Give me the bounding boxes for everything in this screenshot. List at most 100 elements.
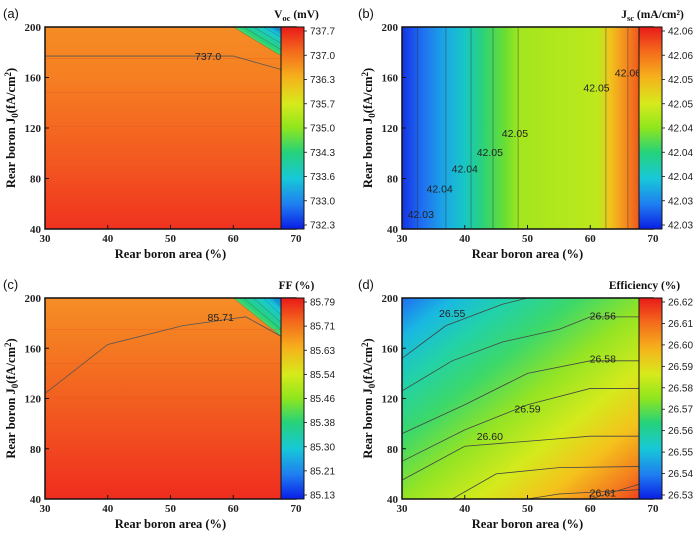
x-tick-label: 40	[102, 233, 114, 245]
colorbar	[280, 297, 305, 500]
colorbar-tick-label: 85.13	[310, 491, 335, 502]
contour-label: 42.05	[502, 128, 528, 140]
contour-label: 26.60	[477, 431, 503, 443]
colorbar-title: Voc (mV)	[274, 9, 319, 23]
colorbar-tick-label: 26.58	[668, 383, 693, 394]
contour-line	[401, 316, 653, 392]
contour-line	[527, 488, 654, 500]
y-tick-label: 40	[30, 224, 42, 236]
y-tick-label: 80	[387, 444, 399, 456]
contour-label: 26.58	[590, 353, 616, 365]
chart-panel-2: 42.03 42.04 42.04 42.05 42.05 42.05 42.06 30 40 5…	[358, 6, 693, 261]
colorbar-tick-label: 735.7	[310, 99, 335, 110]
y-tick-label: 80	[30, 174, 42, 186]
x-tick-label: 50	[165, 233, 177, 245]
y-axis-label: Rear boron J0(fA/cm2)	[360, 68, 377, 188]
colorbar-tick-label: 26.60	[668, 340, 693, 351]
y-tick-label: 40	[387, 494, 399, 506]
y-tick-label: 200	[382, 293, 399, 305]
contour-line	[401, 297, 528, 359]
colorbar	[280, 26, 305, 230]
x-axis-label: Rear boron area (%)	[472, 517, 583, 531]
contour-label: 42.04	[452, 163, 478, 175]
colorbar-tick-label: 26.61	[668, 319, 693, 330]
contour-line-737	[45, 55, 297, 75]
contour-label: 26.56	[590, 311, 616, 323]
y-tick-label: 200	[25, 22, 42, 34]
heatmap-fill	[402, 298, 653, 499]
colorbar-tick-label: 42.05	[668, 99, 693, 110]
colorbar-tick-label: 26.55	[668, 448, 693, 459]
colorbar-title: FF (%)	[279, 280, 315, 292]
contour-label: 26.55	[439, 308, 465, 320]
contour-label: 85.71	[208, 312, 234, 324]
y-tick-label: 120	[382, 394, 399, 406]
contour-label: 42.04	[427, 184, 453, 196]
contour-line	[401, 435, 653, 481]
colorbar-tick-label: 42.06	[668, 51, 693, 62]
contour-line	[452, 465, 654, 500]
y-tick-label: 120	[25, 394, 42, 406]
colorbar-title: Efficiency (%)	[609, 280, 680, 292]
x-axis-label: Rear boron area (%)	[472, 247, 583, 261]
x-axis-label: Rear boron area (%)	[115, 247, 226, 261]
colorbar-tick-label: 85.79	[310, 298, 335, 309]
x-tick-label: 70	[291, 233, 303, 245]
colorbar-tick-label: 85.54	[310, 370, 335, 381]
contour-label: 42.06	[615, 67, 641, 79]
x-tick-label: 60	[585, 233, 597, 245]
colorbar-tick-label: 85.46	[310, 394, 335, 405]
heatmap-fill	[402, 27, 653, 229]
colorbar-tick-label: 42.05	[668, 75, 693, 86]
chart-panel-4: 26.55 26.56 26.58 26.59 26.60 26.61 30 40 50 60 70…	[358, 277, 693, 531]
heatmap-fill	[45, 27, 296, 229]
contour-line	[401, 360, 653, 435]
x-tick-label: 60	[585, 503, 597, 515]
colorbar-tick-label: 26.53	[668, 491, 693, 502]
colorbar	[638, 26, 663, 230]
colorbar-title: Jsc (mA/cm²)	[621, 9, 684, 23]
y-tick-label: 160	[25, 343, 42, 355]
colorbar-tick-label: 737.7	[310, 27, 335, 38]
x-tick-label: 50	[522, 503, 534, 515]
y-tick-label: 160	[382, 343, 399, 355]
x-tick-label: 30	[397, 233, 409, 245]
contour-label: 42.05	[477, 147, 503, 159]
y-tick-label: 80	[30, 444, 42, 456]
panel-label: (a)	[3, 6, 19, 21]
y-tick-label: 120	[25, 123, 42, 135]
contour-line-8571	[44, 316, 297, 394]
colorbar-tick-label: 26.62	[668, 298, 693, 309]
y-axis-label: Rear boron J0(fA/cm2)	[3, 68, 20, 188]
y-tick-label: 120	[382, 123, 399, 135]
panel-label: (d)	[358, 277, 374, 292]
colorbar-tick-label: 733.6	[310, 172, 335, 183]
y-tick-label: 40	[30, 494, 42, 506]
contour-label: 42.03	[408, 209, 434, 221]
heatmap-fill	[45, 298, 296, 499]
colorbar-tick-label: 42.04	[668, 124, 693, 135]
colorbar-tick-label: 42.03	[668, 221, 693, 232]
x-tick-label: 70	[648, 503, 660, 515]
colorbar-tick-label: 85.71	[310, 322, 335, 333]
x-tick-label: 30	[397, 503, 409, 515]
contour-label: 26.59	[514, 404, 540, 416]
colorbar-tick-label: 734.3	[310, 148, 335, 159]
y-tick-label: 40	[387, 224, 399, 236]
colorbar-tick-label: 735.0	[310, 124, 335, 135]
y-tick-label: 200	[25, 293, 42, 305]
panel-label: (b)	[358, 6, 374, 21]
x-tick-label: 50	[522, 233, 534, 245]
x-tick-label: 70	[648, 233, 660, 245]
colorbar-tick-label: 26.56	[668, 426, 693, 437]
colorbar-tick-label: 85.21	[310, 466, 335, 477]
colorbar-tick-label: 733.0	[310, 196, 335, 207]
x-tick-label: 40	[102, 503, 114, 515]
colorbar-tick-label: 42.03	[668, 196, 693, 207]
x-tick-label: 50	[165, 503, 177, 515]
contour-label: 42.05	[583, 83, 609, 95]
y-tick-label: 160	[25, 73, 42, 85]
x-axis-label: Rear boron area (%)	[115, 517, 226, 531]
